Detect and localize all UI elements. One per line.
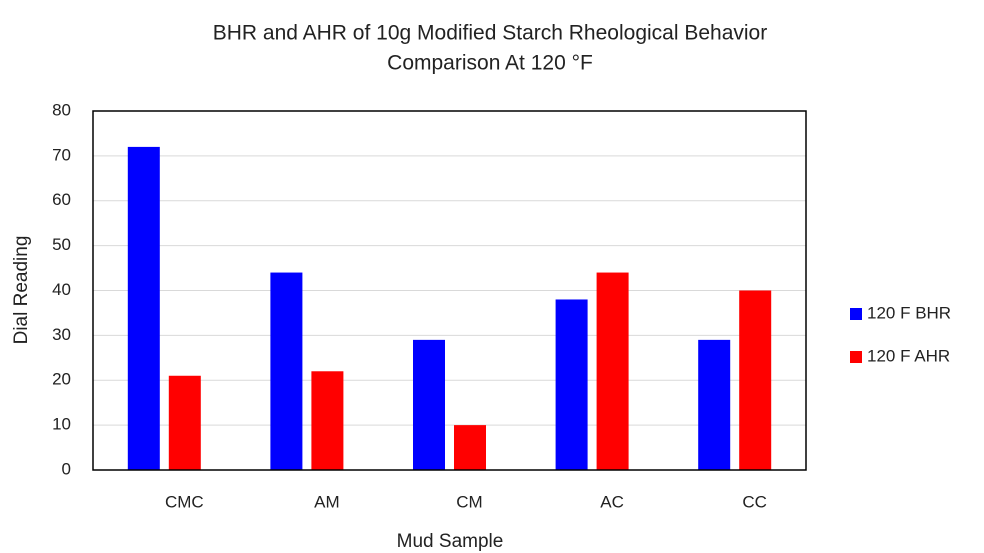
bar	[739, 290, 772, 470]
bar	[168, 375, 201, 470]
legend-swatch	[850, 308, 862, 320]
y-tick-label: 40	[52, 280, 71, 299]
x-tick-label: CM	[456, 492, 482, 511]
bar	[270, 272, 303, 470]
bar	[127, 146, 160, 470]
y-tick-label: 70	[52, 145, 71, 164]
x-tick-label: CMC	[165, 492, 204, 511]
legend-label: 120 F BHR	[867, 303, 951, 322]
y-tick-label: 10	[52, 415, 71, 434]
y-tick-label: 50	[52, 235, 71, 254]
bar	[413, 339, 445, 470]
chart-title: Comparison At 120 °F	[387, 52, 593, 75]
bar	[596, 272, 629, 470]
chart-title: BHR and AHR of 10g Modified Starch Rheol…	[213, 22, 767, 45]
bar	[698, 339, 731, 470]
plot-frame	[92, 110, 807, 471]
bar	[454, 425, 486, 470]
y-tick-label: 0	[62, 459, 71, 478]
x-tick-label: CC	[742, 492, 767, 511]
legend-label: 120 F AHR	[867, 346, 950, 365]
x-tick-label: AM	[314, 492, 340, 511]
legend-swatch	[850, 351, 862, 363]
y-tick-label: 60	[52, 190, 71, 209]
x-axis-label: Mud Sample	[397, 531, 504, 552]
bar	[555, 299, 588, 470]
x-tick-label: AC	[600, 492, 624, 511]
y-tick-label: 20	[52, 370, 71, 389]
y-tick-label: 80	[52, 100, 71, 119]
bar	[311, 371, 344, 470]
y-tick-label: 30	[52, 325, 71, 344]
y-axis-label: Dial Reading	[11, 236, 32, 345]
